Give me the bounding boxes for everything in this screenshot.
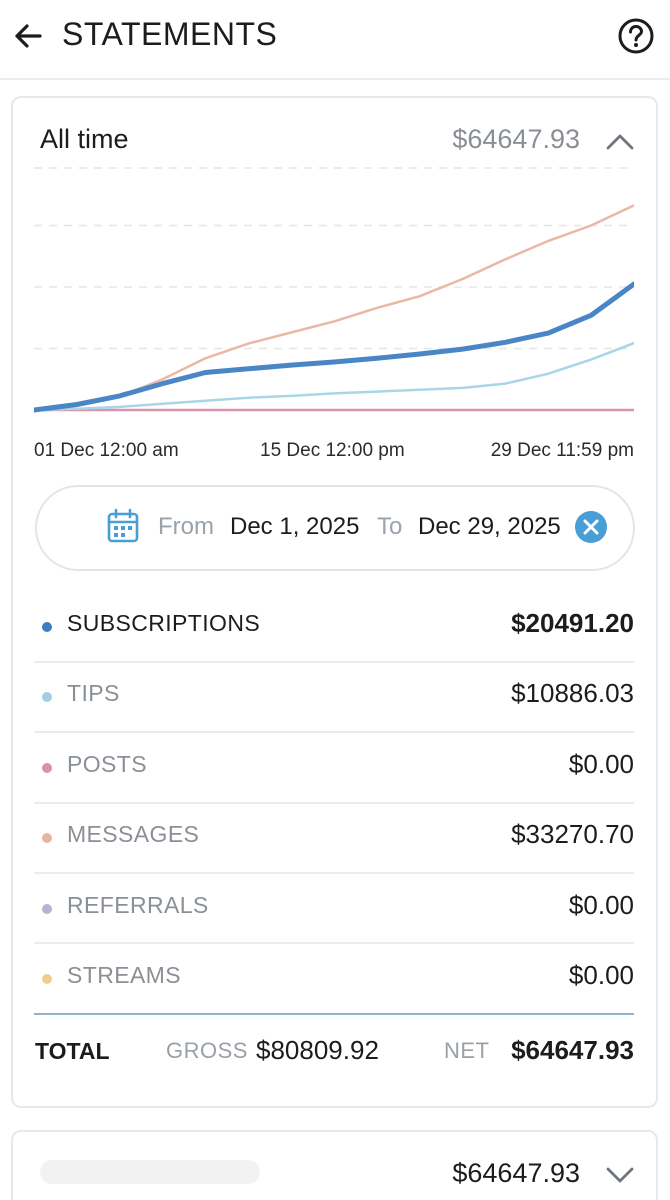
arrow-left-icon[interactable]: [10, 18, 46, 54]
gross-value: $80809.92: [256, 1035, 379, 1065]
category-row-posts[interactable]: POSTS $0.00: [34, 731, 634, 801]
category-value: $20491.20: [511, 608, 634, 638]
legend-dot: [42, 692, 52, 702]
category-value: $0.00: [568, 749, 634, 779]
date-range-filter[interactable]: [35, 485, 635, 571]
category-value: $0.00: [568, 890, 634, 920]
chart-series: [34, 204, 634, 413]
category-row-referrals[interactable]: REFERRALS $0.00: [34, 872, 634, 942]
category-label: REFERRALS: [67, 892, 209, 918]
x-tick-label: 29 Dec 11:59 pm: [490, 440, 634, 461]
legend-dot: [42, 763, 52, 773]
category-row-tips[interactable]: TIPS $10886.03: [34, 660, 634, 730]
chevron-up-icon[interactable]: [604, 128, 636, 154]
category-row-subscriptions[interactable]: SUBSCRIPTIONS $20491.20: [34, 590, 634, 660]
close-circle-icon[interactable]: [574, 510, 608, 544]
from-label: From: [158, 513, 214, 540]
total-label: TOTAL: [35, 1038, 110, 1064]
category-label: TIPS: [67, 680, 120, 706]
chevron-down-icon[interactable]: [604, 1162, 636, 1188]
page-title: STATEMENTS: [62, 16, 278, 52]
chart-grid: [34, 167, 634, 350]
gross-label: GROSS: [166, 1038, 248, 1063]
help-circle-icon[interactable]: [616, 16, 656, 56]
series-line-tips: [34, 341, 634, 412]
category-label: SUBSCRIPTIONS: [67, 610, 261, 636]
divider: [34, 661, 634, 663]
to-label: To: [377, 513, 403, 540]
legend-dot: [42, 974, 52, 984]
divider: [34, 802, 634, 804]
category-value: $10886.03: [511, 678, 634, 708]
calendar-icon: [107, 508, 139, 543]
from-date-value[interactable]: Dec 1, 2025: [230, 513, 360, 540]
category-row-streams[interactable]: STREAMS $0.00: [34, 942, 634, 1012]
app-header: STATEMENTS: [0, 0, 670, 80]
x-tick-label: 01 Dec 12:00 am: [34, 440, 179, 461]
x-tick-label: 15 Dec 12:00 pm: [260, 440, 405, 461]
to-date-value[interactable]: Dec 29, 2025: [418, 513, 561, 540]
series-line-messages: [34, 204, 634, 412]
divider: [34, 872, 634, 874]
category-label: MESSAGES: [67, 821, 200, 847]
series-line-subscriptions: [34, 281, 634, 413]
legend-dot: [42, 904, 52, 914]
divider: [34, 942, 634, 944]
blurred-label: [40, 1160, 260, 1184]
category-label: POSTS: [67, 751, 147, 777]
category-row-messages[interactable]: MESSAGES $33270.70: [34, 801, 634, 871]
category-value: $33270.70: [511, 819, 634, 849]
statements-card: [11, 96, 658, 1108]
divider: [34, 731, 634, 733]
earnings-chart: [34, 167, 634, 413]
net-value: $64647.93: [511, 1035, 634, 1065]
legend-dot: [42, 622, 52, 632]
range-label[interactable]: All time: [40, 124, 129, 154]
range-total: $64647.93: [452, 124, 580, 154]
net-label: NET: [444, 1038, 490, 1063]
category-value: $0.00: [568, 960, 634, 990]
legend-dot: [42, 833, 52, 843]
totals-divider: [34, 1013, 634, 1015]
category-label: STREAMS: [67, 962, 181, 988]
collapsed-card-total: $64647.93: [452, 1158, 580, 1188]
